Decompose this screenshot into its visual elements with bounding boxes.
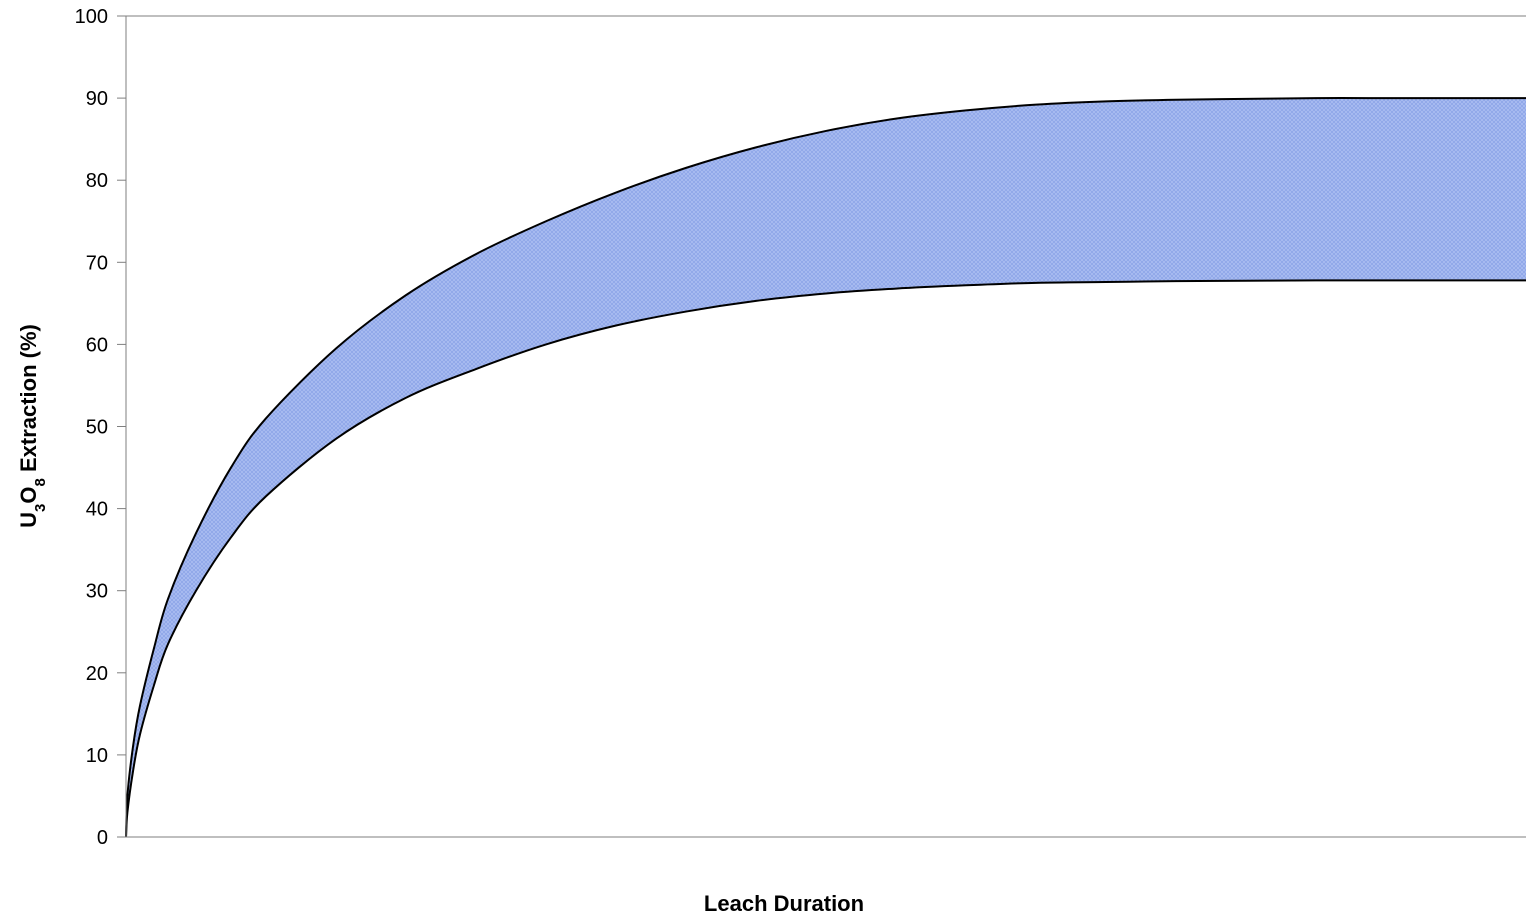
y-tick-label: 60 [86, 334, 108, 356]
y-tick-label: 40 [86, 499, 108, 521]
x-axis-title: Leach Duration [704, 891, 864, 916]
extraction-band-layer [126, 98, 1526, 837]
y-tick-label: 30 [86, 581, 108, 603]
y-tick-label: 0 [97, 827, 108, 849]
y-axis-title: U3O8 Extraction (%) [16, 324, 49, 528]
y-tick-label: 70 [86, 252, 108, 274]
y-tick-label: 80 [86, 170, 108, 192]
y-tick-label: 100 [75, 6, 108, 28]
y-tick-label-layer: 0 10 20 30 40 50 60 70 80 90 100 [75, 6, 108, 849]
y-tick-label: 90 [86, 88, 108, 110]
series-line-layer [125, 97, 1526, 838]
lower-bound-line [125, 279, 1526, 838]
upper-bound-line [125, 97, 1526, 838]
extraction-band-area [126, 98, 1526, 837]
axes-layer [117, 15, 1526, 838]
y-tick-label: 10 [86, 745, 108, 767]
y-tick-label: 50 [86, 417, 108, 439]
y-tick-label: 20 [86, 663, 108, 685]
